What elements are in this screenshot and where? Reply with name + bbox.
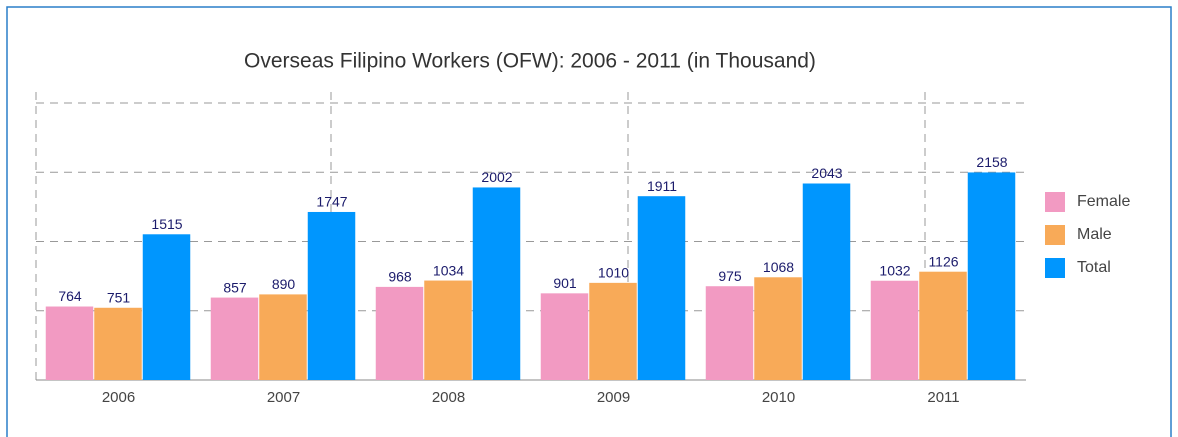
legend-label: Male xyxy=(1077,226,1112,243)
bar xyxy=(754,277,802,380)
value-label: 890 xyxy=(272,276,296,292)
bar xyxy=(870,280,919,380)
bar xyxy=(802,183,851,380)
bar xyxy=(307,211,356,380)
value-label: 1010 xyxy=(598,265,629,281)
bar xyxy=(424,280,472,380)
x-tick-label: 2006 xyxy=(102,389,135,406)
value-label: 975 xyxy=(718,268,742,284)
legend-label: Total xyxy=(1077,259,1111,276)
value-label: 1911 xyxy=(647,178,677,194)
value-label: 2002 xyxy=(481,169,512,185)
bar xyxy=(705,286,754,380)
bar xyxy=(142,234,191,380)
value-label: 857 xyxy=(223,279,247,295)
value-label: 1068 xyxy=(763,259,794,275)
value-label: 1034 xyxy=(433,262,464,278)
value-label: 1515 xyxy=(151,216,182,232)
bar xyxy=(375,286,424,380)
bar xyxy=(967,172,1016,380)
value-label: 2043 xyxy=(811,165,842,181)
value-label: 968 xyxy=(388,269,412,285)
card-border xyxy=(6,6,1172,437)
value-label: 2158 xyxy=(976,154,1007,170)
value-label: 1032 xyxy=(879,262,910,278)
bar xyxy=(259,294,307,380)
bar xyxy=(589,282,637,380)
bar xyxy=(472,187,521,380)
value-label: 901 xyxy=(553,275,577,291)
value-label: 751 xyxy=(107,289,131,305)
legend-swatch xyxy=(1045,258,1065,278)
bar xyxy=(637,196,686,380)
bar xyxy=(94,307,142,380)
value-label: 1126 xyxy=(928,253,958,269)
bar xyxy=(210,297,259,380)
legend-label: Female xyxy=(1077,193,1130,210)
bar xyxy=(540,293,589,380)
legend-swatch xyxy=(1045,225,1065,245)
value-label: 1747 xyxy=(316,194,347,210)
legend-swatch xyxy=(1045,192,1065,212)
x-tick-label: 2011 xyxy=(927,389,959,406)
x-tick-label: 2007 xyxy=(267,389,300,406)
chart-title: Overseas Filipino Workers (OFW): 2006 - … xyxy=(244,50,816,73)
value-label: 764 xyxy=(58,288,82,304)
x-tick-label: 2009 xyxy=(597,389,630,406)
x-tick-label: 2010 xyxy=(762,389,795,406)
bar xyxy=(45,306,94,380)
bar xyxy=(919,271,967,380)
x-tick-label: 2008 xyxy=(432,389,465,406)
